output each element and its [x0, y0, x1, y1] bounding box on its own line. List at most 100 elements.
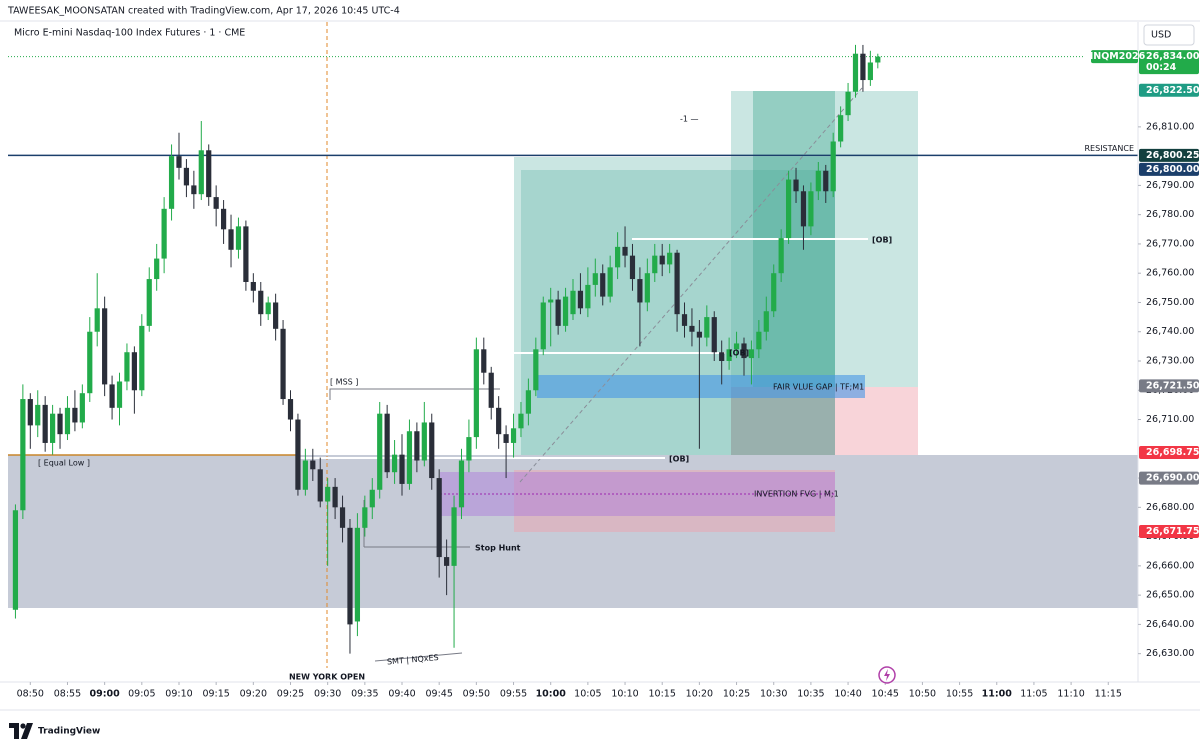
candle-body	[719, 352, 725, 361]
candle-body	[325, 486, 331, 502]
equal-low-label: [ Equal Low ]	[38, 459, 90, 468]
candle-body	[235, 226, 242, 250]
candle-body	[778, 238, 784, 274]
candle-body	[295, 419, 301, 490]
candle-body	[35, 404, 41, 426]
x-tick-label: 10:15	[649, 689, 676, 700]
candle-body	[391, 454, 398, 473]
symbol-title: Micro E-mini Nasdaq-100 Index Futures · …	[14, 28, 245, 39]
symbol-badge-label: MNQM2026	[1084, 51, 1146, 62]
long-position-risk	[835, 387, 918, 455]
marker-label: -1 —	[680, 115, 699, 124]
x-tick-label: 10:45	[872, 689, 899, 700]
candle-body	[481, 349, 487, 373]
candle-body	[785, 179, 792, 239]
candle-body	[867, 62, 873, 81]
x-tick-label: 09:45	[425, 689, 452, 700]
candle-body	[473, 349, 479, 438]
currency[interactable]: USD	[1151, 30, 1171, 41]
candle-body	[421, 422, 427, 461]
candle-body	[458, 460, 465, 508]
drawings	[8, 22, 1138, 668]
candle-body	[265, 302, 271, 315]
y-tick-label: 26,710.00	[1146, 414, 1194, 425]
x-tick-label: 09:50	[463, 689, 490, 700]
candle-body	[64, 407, 71, 435]
price-badge	[1139, 524, 1199, 538]
mss-line	[329, 388, 500, 400]
candle-body	[444, 557, 450, 566]
price-badge-label: 26,834.00	[1146, 51, 1200, 62]
y-tick-label: 26,750.00	[1146, 297, 1194, 308]
candle-body	[667, 252, 673, 265]
candle-body	[615, 246, 621, 268]
price-badge	[1139, 50, 1199, 75]
price-badge	[1139, 148, 1199, 162]
y-tick-label: 26,640.00	[1146, 619, 1194, 630]
candle-body	[577, 290, 584, 309]
price-badge-label: 26,690.00	[1146, 473, 1200, 484]
y-tick-label: 26,790.00	[1146, 180, 1194, 191]
y-tick-label: 26,760.00	[1146, 268, 1194, 279]
trend-path	[519, 87, 863, 483]
candle-body	[733, 343, 740, 350]
candle-body	[429, 422, 435, 479]
candle-body	[808, 191, 814, 227]
candle-body	[220, 208, 227, 230]
candle-body	[362, 507, 368, 528]
candle-body	[176, 156, 182, 168]
candle-body	[198, 150, 204, 195]
candle-body	[852, 53, 859, 92]
candle-body	[250, 281, 256, 291]
candle-body	[213, 197, 219, 209]
candle-body	[102, 308, 108, 385]
x-tick-label: 10:50	[909, 689, 936, 700]
smt-label: SMT | NQxES	[387, 653, 439, 666]
ob-label: [OB]	[872, 236, 892, 245]
candle-body	[466, 437, 472, 461]
y-tick-label: 26,660.00	[1146, 560, 1194, 571]
x-tick-label: 09:55	[500, 689, 527, 700]
candle-body	[436, 478, 442, 558]
price-badge-label: 26,822.50	[1146, 85, 1200, 96]
x-tick-label: 10:35	[797, 689, 824, 700]
ob-label: [OB]	[729, 349, 749, 358]
candle-body	[644, 273, 650, 303]
candle-body	[689, 325, 695, 332]
price-badge-label: 26,671.75	[1146, 526, 1200, 537]
currency-box[interactable]	[1143, 24, 1195, 46]
long-position-risk	[731, 387, 835, 455]
y-tick-label: 26,740.00	[1146, 326, 1194, 337]
candle-body	[12, 510, 19, 610]
price-badge	[1139, 379, 1199, 393]
candle-body	[228, 229, 234, 250]
candle-body	[354, 527, 361, 622]
candle-body	[116, 381, 123, 408]
candle-body	[533, 349, 539, 391]
candle-body	[161, 208, 167, 259]
candle-body	[332, 486, 338, 508]
y-tick-label: 26,630.00	[1146, 648, 1194, 659]
x-tick-label: 09:10	[165, 689, 192, 700]
long-position-risk	[514, 470, 835, 532]
x-tick-label: 10:10	[611, 689, 638, 700]
candle-body	[27, 399, 33, 426]
x-tick-label: 09:30	[314, 689, 341, 700]
ny-open-label: NEW YORK OPEN	[289, 673, 365, 682]
candle-body	[87, 331, 93, 394]
x-tick-label: 11:10	[1057, 689, 1084, 700]
x-tick-label: 09:25	[277, 689, 304, 700]
x-tick-label: 09:00	[90, 689, 121, 700]
candle-body	[741, 343, 747, 359]
y-tick-label: 26,730.00	[1146, 356, 1194, 367]
candle-body	[711, 317, 717, 353]
alert-icon[interactable]	[878, 666, 896, 684]
candle-body	[681, 314, 688, 326]
candle-body	[206, 150, 212, 198]
candle-body	[793, 179, 799, 192]
candle-body	[57, 413, 63, 435]
candle-body	[659, 255, 665, 265]
attribution: TAWEESAK_MOONSATAN created with TradingV…	[7, 6, 400, 17]
